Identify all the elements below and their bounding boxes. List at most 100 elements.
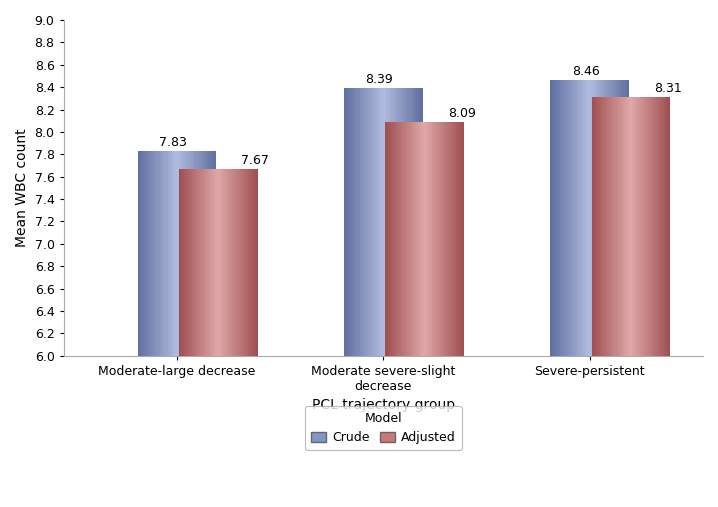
Bar <box>648 97 650 356</box>
Bar <box>571 81 572 356</box>
Bar <box>561 81 563 356</box>
Bar <box>229 169 231 356</box>
Bar <box>376 88 377 356</box>
Bar <box>587 81 588 356</box>
Bar <box>624 81 626 356</box>
Bar <box>447 122 448 356</box>
Bar <box>404 88 406 356</box>
Bar <box>201 169 202 356</box>
Bar <box>608 81 610 356</box>
Bar <box>411 88 414 356</box>
Bar <box>668 97 670 356</box>
Bar <box>387 122 388 356</box>
Bar <box>242 169 243 356</box>
Bar <box>460 122 462 356</box>
Bar <box>419 88 421 356</box>
Bar <box>196 151 197 356</box>
Bar <box>377 88 379 356</box>
Bar <box>180 151 182 356</box>
Bar <box>663 97 666 356</box>
Bar <box>238 169 241 356</box>
Bar <box>407 88 409 356</box>
Bar <box>575 81 577 356</box>
Bar <box>175 151 177 356</box>
Text: 8.31: 8.31 <box>654 82 682 95</box>
Bar <box>144 151 146 356</box>
Bar <box>188 169 190 356</box>
Text: 7.83: 7.83 <box>159 136 187 149</box>
Bar <box>653 97 654 356</box>
Bar <box>604 97 606 356</box>
Bar <box>393 88 394 356</box>
Bar <box>192 169 193 356</box>
Bar <box>634 97 635 356</box>
Bar <box>605 81 607 356</box>
Bar <box>185 151 187 356</box>
Bar <box>421 122 423 356</box>
Bar <box>602 81 604 356</box>
Bar <box>348 88 349 356</box>
Bar <box>205 169 208 356</box>
Bar <box>174 151 176 356</box>
Bar <box>662 97 664 356</box>
Bar <box>406 122 407 356</box>
Bar <box>452 122 454 356</box>
Bar <box>435 122 437 356</box>
Bar <box>635 97 637 356</box>
Bar <box>628 81 629 356</box>
Bar <box>579 81 580 356</box>
Bar <box>592 97 593 356</box>
Bar <box>443 122 445 356</box>
Bar <box>210 169 212 356</box>
Bar <box>629 97 631 356</box>
Bar <box>429 122 431 356</box>
Bar <box>423 122 424 356</box>
Bar <box>208 169 209 356</box>
Bar <box>383 88 385 356</box>
Bar <box>199 151 201 356</box>
Bar <box>256 169 258 356</box>
Bar <box>399 122 401 356</box>
Bar <box>191 151 193 356</box>
Bar <box>432 122 434 356</box>
Bar <box>602 97 605 356</box>
Bar <box>428 122 429 356</box>
Bar <box>421 88 423 356</box>
Bar <box>621 81 623 356</box>
Bar <box>416 122 419 356</box>
Bar <box>237 169 239 356</box>
Bar <box>572 81 574 356</box>
Bar <box>374 88 376 356</box>
Bar <box>607 97 609 356</box>
Bar <box>650 97 651 356</box>
Bar <box>254 169 256 356</box>
Bar <box>240 169 242 356</box>
Bar <box>152 151 154 356</box>
Bar <box>390 88 391 356</box>
Bar <box>190 151 191 356</box>
Bar <box>628 97 630 356</box>
Bar <box>396 122 398 356</box>
Bar <box>426 122 428 356</box>
Bar <box>402 88 404 356</box>
Bar <box>424 122 426 356</box>
Bar <box>615 97 617 356</box>
Bar <box>410 88 411 356</box>
Bar <box>633 97 634 356</box>
Bar <box>604 81 605 356</box>
Bar <box>617 97 618 356</box>
Bar <box>366 88 368 356</box>
Bar <box>610 81 612 356</box>
Bar <box>597 81 599 356</box>
Bar <box>451 122 453 356</box>
Bar <box>418 88 419 356</box>
Legend: Crude, Adjusted: Crude, Adjusted <box>304 406 462 450</box>
Bar <box>195 169 197 356</box>
Bar <box>226 169 228 356</box>
Bar <box>230 169 233 356</box>
Bar <box>250 169 251 356</box>
Bar <box>609 97 610 356</box>
Bar <box>620 97 622 356</box>
Bar <box>361 88 363 356</box>
Bar <box>157 151 159 356</box>
